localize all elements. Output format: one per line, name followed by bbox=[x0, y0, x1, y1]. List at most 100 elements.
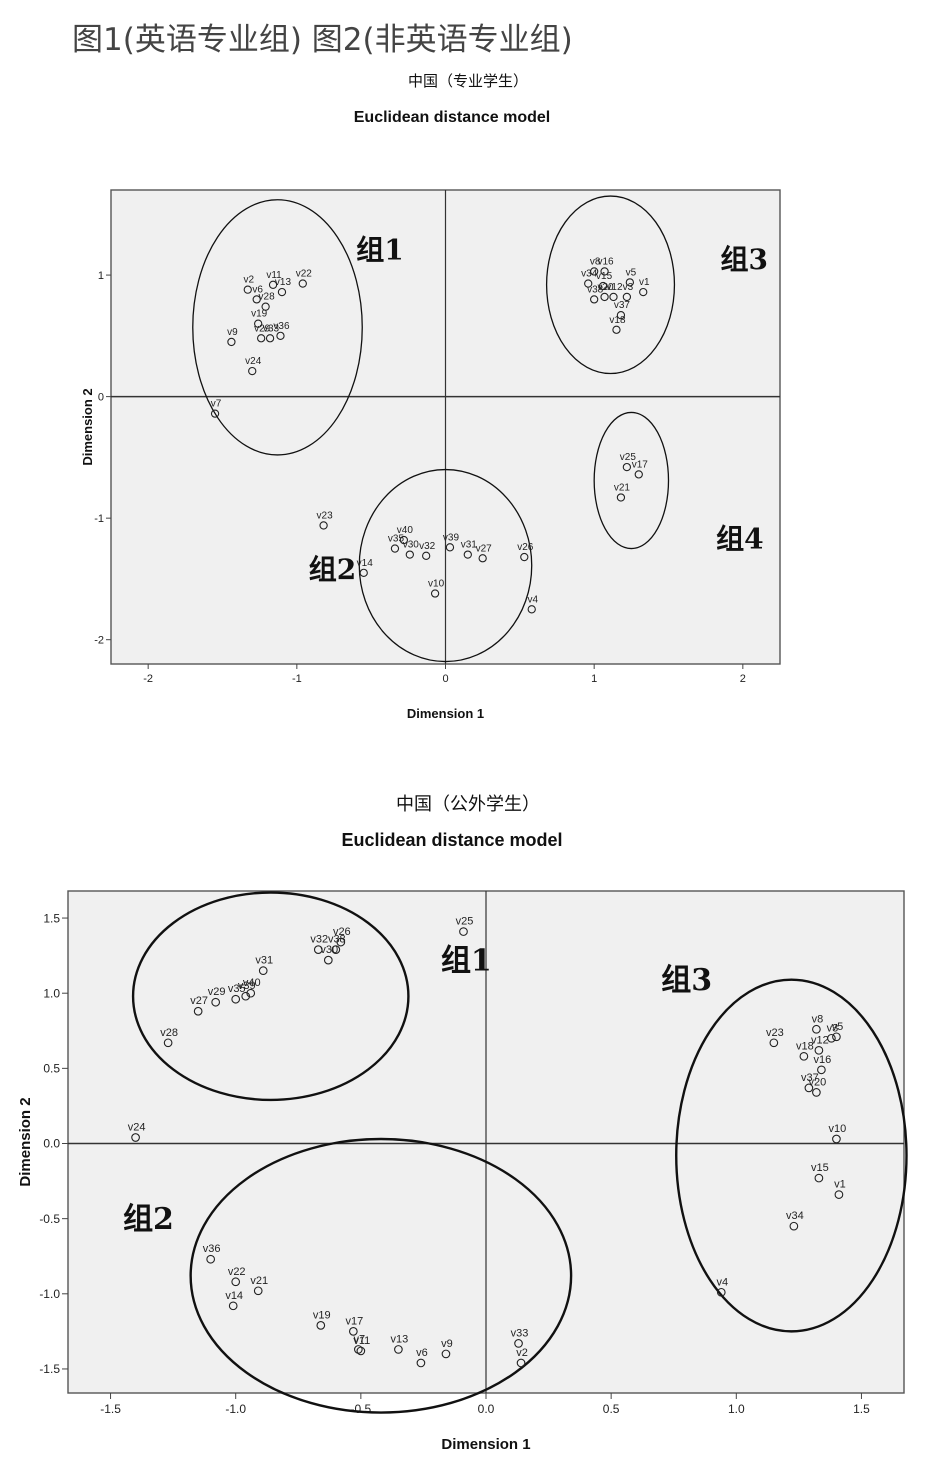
data-point-label: v14 bbox=[225, 1290, 243, 1302]
chart-subtitle: Euclidean distance model bbox=[341, 830, 562, 850]
data-point bbox=[463, 550, 472, 559]
group-label: 组2 bbox=[309, 553, 356, 586]
group-label: 组3 bbox=[721, 243, 768, 276]
group-ellipse bbox=[189, 1137, 573, 1414]
data-point bbox=[814, 1045, 824, 1055]
data-point bbox=[231, 994, 241, 1004]
data-point bbox=[584, 279, 593, 288]
data-point-label: v11 bbox=[353, 1335, 370, 1347]
x-tick-label: 0.5 bbox=[603, 1402, 620, 1416]
group-label: 组4 bbox=[716, 523, 763, 556]
data-point-label: v18 bbox=[609, 315, 626, 326]
data-point-label: v26 bbox=[517, 542, 534, 553]
data-point bbox=[634, 470, 643, 479]
data-point-label: v4 bbox=[716, 1276, 728, 1288]
data-point-label: v22 bbox=[296, 269, 313, 280]
data-point-label: v30 bbox=[403, 540, 420, 551]
data-point bbox=[422, 551, 431, 560]
data-point-label: v3 bbox=[623, 282, 634, 293]
data-point bbox=[600, 267, 609, 276]
data-point bbox=[600, 292, 609, 302]
data-point bbox=[609, 292, 618, 302]
data-point-label: v29 bbox=[208, 986, 226, 998]
data-point-label: v10 bbox=[829, 1123, 847, 1135]
data-point-label: v12 bbox=[811, 1034, 829, 1046]
data-point bbox=[193, 1006, 203, 1016]
data-point-label: v17 bbox=[632, 459, 649, 470]
data-point-label: v25 bbox=[456, 916, 474, 928]
data-point-label: v16 bbox=[814, 1054, 832, 1066]
data-point-label: v1 bbox=[639, 277, 650, 288]
data-point bbox=[258, 966, 268, 976]
data-point-label: v29 bbox=[254, 323, 271, 334]
data-point bbox=[445, 543, 455, 552]
data-point-label: v38 bbox=[328, 934, 346, 946]
data-point bbox=[394, 1345, 403, 1354]
data-point-label: v35 bbox=[228, 983, 246, 995]
page-heading: 图1(英语专业组) 图2(非英语专业组) bbox=[72, 22, 573, 58]
data-point bbox=[616, 311, 626, 320]
data-point bbox=[459, 927, 468, 936]
data-point-label: v10 bbox=[428, 579, 445, 590]
data-point bbox=[227, 337, 236, 347]
data-point-label: v28 bbox=[160, 1027, 178, 1039]
data-point bbox=[716, 1287, 726, 1297]
data-point-label: v40 bbox=[397, 525, 414, 536]
data-point bbox=[163, 1038, 173, 1048]
x-axis-label: Dimension 1 bbox=[407, 706, 484, 721]
x-tick-label: -1 bbox=[292, 673, 302, 685]
data-point-label: v16 bbox=[598, 256, 615, 267]
data-point bbox=[520, 552, 529, 562]
data-point-label: v36 bbox=[273, 321, 290, 332]
data-point-label: v7 bbox=[211, 399, 222, 410]
data-point bbox=[211, 997, 221, 1007]
group-ellipse bbox=[675, 978, 908, 1333]
data-point-label: v28 bbox=[259, 292, 276, 303]
data-point bbox=[257, 334, 266, 343]
data-point-label: v23 bbox=[766, 1027, 784, 1039]
data-point bbox=[356, 1346, 366, 1356]
data-point-label: v37 bbox=[801, 1072, 819, 1084]
data-point-label: v6 bbox=[416, 1347, 428, 1359]
data-point-label: v39 bbox=[443, 532, 460, 543]
data-point-label: v39 bbox=[238, 980, 256, 992]
data-point-label: v1 bbox=[834, 1179, 846, 1191]
data-point bbox=[405, 550, 414, 559]
group-label: 组3 bbox=[661, 963, 712, 998]
y-axis-label: Dimension 2 bbox=[17, 1097, 34, 1186]
data-point bbox=[622, 292, 632, 302]
data-point bbox=[241, 991, 251, 1001]
x-tick-label: 2 bbox=[740, 673, 746, 685]
group-ellipse bbox=[192, 199, 363, 456]
group-label: 组1 bbox=[356, 233, 403, 266]
data-point-label: v22 bbox=[228, 1266, 246, 1278]
x-tick-label: 1.5 bbox=[853, 1402, 870, 1416]
data-point-label: v13 bbox=[391, 1333, 409, 1345]
data-point-label: v34 bbox=[786, 1210, 804, 1222]
data-point-label: v14 bbox=[357, 558, 374, 569]
data-point bbox=[478, 554, 487, 563]
data-point bbox=[832, 1032, 841, 1042]
data-point bbox=[616, 493, 626, 502]
data-point bbox=[625, 278, 634, 287]
x-tick-label: -0.5 bbox=[351, 1402, 372, 1416]
y-tick-label: -1 bbox=[94, 513, 104, 525]
data-point-label: v24 bbox=[128, 1121, 146, 1133]
group-ellipse bbox=[545, 195, 676, 375]
data-point bbox=[514, 1339, 523, 1348]
data-point-label: v27 bbox=[190, 995, 208, 1007]
data-point bbox=[348, 1327, 358, 1336]
data-point-label: v8 bbox=[812, 1013, 824, 1025]
data-point bbox=[416, 1358, 426, 1368]
chart-subtitle: Euclidean distance model bbox=[354, 109, 551, 126]
data-point bbox=[253, 1286, 263, 1296]
x-tick-label: 1 bbox=[591, 673, 597, 685]
data-point-label: v20 bbox=[809, 1076, 827, 1088]
group-ellipse bbox=[358, 468, 533, 663]
data-point bbox=[331, 945, 341, 954]
y-tick-label: -2 bbox=[94, 635, 104, 647]
group-label: 组2 bbox=[123, 1202, 174, 1237]
y-axis-label: Dimension 2 bbox=[80, 388, 95, 465]
x-axis-label: Dimension 1 bbox=[441, 1436, 530, 1453]
data-point bbox=[276, 331, 285, 340]
